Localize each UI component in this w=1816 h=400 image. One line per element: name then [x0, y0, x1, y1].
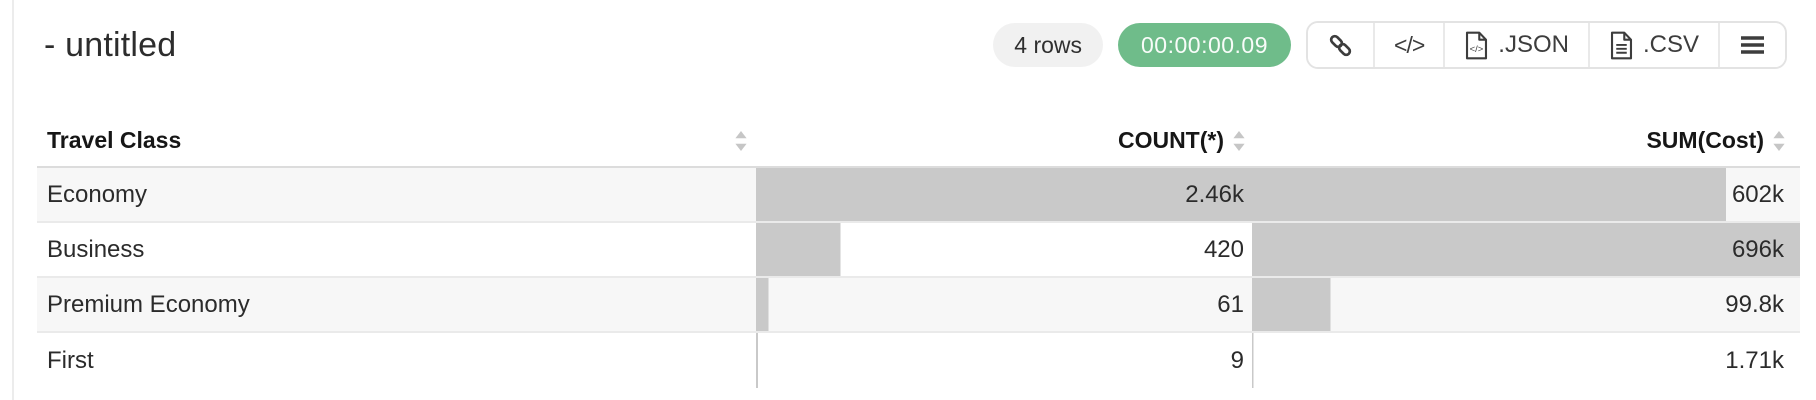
count-value: 2.46k	[1185, 180, 1244, 208]
count-value: 61	[1217, 290, 1244, 318]
travel-class-value: First	[47, 346, 94, 374]
link-icon	[1327, 32, 1354, 59]
csv-file-icon	[1609, 31, 1634, 60]
svg-text:</>: </>	[1470, 44, 1484, 55]
column-header-label: Travel Class	[47, 127, 182, 153]
cell-travel-class: First	[37, 333, 756, 388]
sum-value: 99.8k	[1725, 290, 1784, 318]
export-json-button[interactable]: </> .JSON	[1443, 23, 1588, 67]
query-title[interactable]: - untitled	[44, 25, 177, 64]
count-value: 420	[1203, 235, 1244, 263]
table-row[interactable]: Business 420 696k	[37, 223, 1800, 278]
table-row[interactable]: Premium Economy 61 99.8k	[37, 278, 1800, 333]
travel-class-value: Business	[47, 235, 145, 263]
code-icon: </>	[1394, 31, 1425, 58]
query-timer-badge: 00:00:00.09	[1118, 23, 1292, 67]
menu-icon	[1739, 34, 1766, 56]
export-json-label: .JSON	[1498, 31, 1569, 58]
count-value: 9	[1230, 346, 1244, 374]
column-header-travel-class[interactable]: Travel Class	[37, 127, 756, 154]
sort-icon	[1773, 130, 1785, 151]
table-body: Economy 2.46k 602k Business 420 696k Pre…	[37, 168, 1800, 388]
table-row[interactable]: First 9 1.71k	[37, 333, 1800, 388]
column-header-label: COUNT(*)	[1117, 127, 1224, 153]
row-count-badge: 4 rows	[993, 23, 1104, 67]
column-header-label: SUM(Cost)	[1646, 127, 1764, 153]
column-header-count[interactable]: COUNT(*)	[756, 127, 1252, 154]
travel-class-value: Premium Economy	[47, 290, 250, 318]
results-topbar: - untitled 4 rows 00:00:00.09 </>	[0, 0, 1816, 90]
sort-icon	[1233, 130, 1245, 151]
cell-count-with-databar: 420	[756, 223, 1252, 276]
share-link-button[interactable]	[1308, 23, 1374, 67]
cell-count-with-databar: 2.46k	[756, 168, 1252, 221]
json-file-icon: </>	[1464, 31, 1489, 60]
export-csv-label: .CSV	[1642, 31, 1699, 58]
export-csv-button[interactable]: .CSV	[1587, 23, 1718, 67]
table-header-row: Travel Class COUNT(*) SUM(Cost)	[37, 90, 1800, 168]
cell-travel-class: Economy	[37, 168, 756, 221]
cell-sum-with-databar: 602k	[1252, 168, 1800, 221]
cell-sum-with-databar: 696k	[1252, 223, 1800, 276]
sum-value: 696k	[1731, 235, 1784, 263]
more-options-button[interactable]	[1718, 23, 1785, 67]
sum-value: 1.71k	[1725, 346, 1784, 374]
table-row[interactable]: Economy 2.46k 602k	[37, 168, 1800, 223]
cell-count-with-databar: 61	[756, 278, 1252, 331]
pane-divider	[12, 0, 14, 400]
sort-icon	[735, 130, 747, 151]
column-header-sum-cost[interactable]: SUM(Cost)	[1252, 127, 1800, 154]
cell-sum-with-databar: 99.8k	[1252, 278, 1800, 331]
results-table: Travel Class COUNT(*) SUM(Cost) Economy …	[37, 90, 1800, 388]
cell-travel-class: Premium Economy	[37, 278, 756, 331]
view-sql-button[interactable]: </>	[1373, 23, 1444, 67]
cell-count-with-databar: 9	[756, 333, 1252, 388]
cell-travel-class: Business	[37, 223, 756, 276]
cell-sum-with-databar: 1.71k	[1252, 333, 1800, 388]
sum-value: 602k	[1731, 180, 1784, 208]
topbar-actions: 4 rows 00:00:00.09 </>	[993, 21, 1787, 69]
export-button-group: </> </> .JSON	[1306, 21, 1787, 69]
travel-class-value: Economy	[47, 180, 148, 208]
